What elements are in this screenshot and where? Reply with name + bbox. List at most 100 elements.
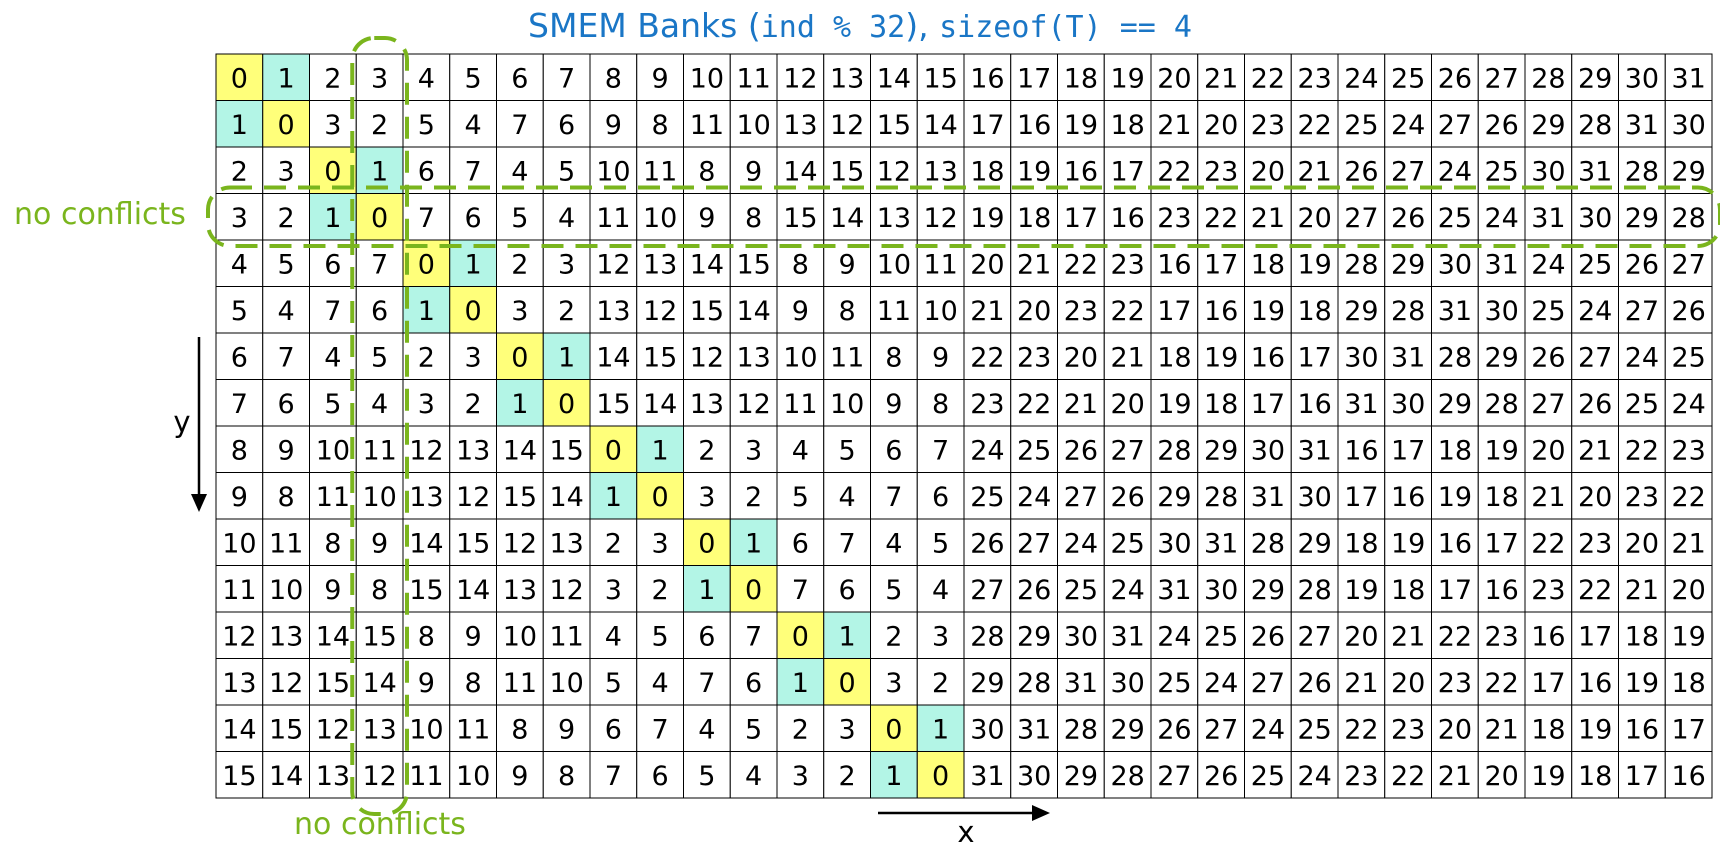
bank-cell: 10 bbox=[355, 472, 404, 520]
bank-cell: 8 bbox=[355, 565, 404, 613]
bank-cell-value: 17 bbox=[970, 110, 1004, 141]
bank-cell: 28 bbox=[1244, 518, 1292, 566]
bank-cell: 0 bbox=[729, 565, 778, 613]
bank-cell-value: 31 bbox=[1531, 203, 1565, 234]
bank-cell-value: 22 bbox=[1017, 389, 1051, 420]
row-no-conflicts-label: no conflicts bbox=[14, 197, 186, 232]
bank-cell-value: 28 bbox=[1110, 761, 1144, 792]
bank-cell: 28 bbox=[1477, 379, 1526, 427]
bank-cell: 6 bbox=[215, 332, 264, 380]
bank-cell-value: 24 bbox=[1484, 203, 1518, 234]
bank-cell: 20 bbox=[1477, 751, 1526, 799]
bank-cell: 30 bbox=[1010, 751, 1058, 799]
bank-cell: 30 bbox=[1477, 286, 1526, 334]
bank-cell: 9 bbox=[589, 100, 638, 148]
bank-cell-value: 14 bbox=[830, 203, 864, 234]
bank-cell: 5 bbox=[589, 658, 638, 706]
bank-cell-value: 24 bbox=[1438, 156, 1472, 187]
bank-cell-value: 24 bbox=[970, 435, 1004, 466]
bank-cell-value: 22 bbox=[1578, 575, 1612, 606]
bank-cell-value: 31 bbox=[1671, 63, 1705, 94]
bank-cell-value: 23 bbox=[1625, 482, 1659, 513]
bank-cell: 25 bbox=[1010, 425, 1058, 473]
bank-cell: 19 bbox=[1384, 518, 1432, 566]
bank-cell: 11 bbox=[262, 518, 310, 566]
bank-cell-value: 16 bbox=[1625, 714, 1659, 745]
bank-cell-value: 8 bbox=[558, 761, 575, 792]
bank-cell: 24 bbox=[1618, 332, 1666, 380]
bank-cell: 9 bbox=[309, 565, 357, 613]
bank-cell-value: 14 bbox=[690, 249, 724, 280]
bank-cell: 12 bbox=[916, 193, 965, 241]
bank-cell: 17 bbox=[1337, 472, 1386, 520]
bank-cell: 28 bbox=[1010, 658, 1058, 706]
bank-cell-value: 12 bbox=[409, 435, 443, 466]
bank-cell: 2 bbox=[589, 518, 638, 566]
bank-cell: 23 bbox=[1524, 565, 1573, 613]
bank-cell-value: 25 bbox=[1344, 110, 1378, 141]
bank-cell-value: 26 bbox=[1391, 203, 1425, 234]
column-no-conflicts-outline bbox=[350, 36, 409, 816]
bank-cell-value: 3 bbox=[792, 761, 809, 792]
bank-cell: 18 bbox=[1618, 611, 1666, 659]
bank-cell-value: 18 bbox=[970, 156, 1004, 187]
bank-cell: 31 bbox=[1010, 704, 1058, 752]
bank-cell: 6 bbox=[683, 611, 731, 659]
bank-cell-value: 15 bbox=[643, 342, 677, 373]
bank-cell-value: 23 bbox=[1671, 435, 1705, 466]
bank-cell: 13 bbox=[589, 286, 638, 334]
bank-cell-value: 25 bbox=[1251, 761, 1285, 792]
bank-cell-value: 29 bbox=[1438, 389, 1472, 420]
bank-cell-value: 8 bbox=[418, 621, 435, 652]
bank-cell-value: 5 bbox=[885, 575, 902, 606]
bank-cell: 5 bbox=[496, 193, 544, 241]
bank-cell: 23 bbox=[1431, 658, 1479, 706]
bank-cell: 10 bbox=[309, 425, 357, 473]
bank-cell-value: 9 bbox=[745, 156, 762, 187]
bank-cell: 30 bbox=[1057, 611, 1105, 659]
bank-cell: 21 bbox=[1010, 239, 1058, 287]
bank-cell-value: 19 bbox=[970, 203, 1004, 234]
bank-cell: 31 bbox=[1337, 379, 1386, 427]
bank-cell: 4 bbox=[542, 193, 591, 241]
bank-cell: 21 bbox=[1150, 100, 1199, 148]
bank-cell-value: 7 bbox=[418, 203, 435, 234]
bank-cell-value: 31 bbox=[1391, 342, 1425, 373]
bank-cell: 7 bbox=[870, 472, 918, 520]
bank-cell-value: 19 bbox=[1344, 575, 1378, 606]
bank-cell: 19 bbox=[1571, 704, 1619, 752]
bank-cell: 30 bbox=[1664, 100, 1713, 148]
bank-cell: 16 bbox=[1337, 425, 1386, 473]
bank-cell: 13 bbox=[355, 704, 404, 752]
bank-cell: 25 bbox=[1244, 751, 1292, 799]
bank-cell: 15 bbox=[916, 53, 965, 101]
bank-cell-value: 21 bbox=[1578, 435, 1612, 466]
bank-cell-value: 10 bbox=[269, 575, 303, 606]
bank-cell-value: 9 bbox=[324, 575, 341, 606]
bank-cell-value: 31 bbox=[1484, 249, 1518, 280]
bank-cell-value: 19 bbox=[1391, 528, 1425, 559]
bank-cell: 9 bbox=[496, 751, 544, 799]
bank-cell-value: 10 bbox=[736, 110, 770, 141]
bank-cell: 7 bbox=[355, 239, 404, 287]
bank-cell-value: 30 bbox=[1671, 110, 1705, 141]
bank-cell: 9 bbox=[776, 286, 825, 334]
row-no-conflicts-outline bbox=[206, 185, 1720, 248]
bank-cell-value: 23 bbox=[1391, 714, 1425, 745]
bank-cell: 19 bbox=[1057, 100, 1105, 148]
bank-cell-value: 22 bbox=[1297, 110, 1331, 141]
bank-cell: 2 bbox=[309, 53, 357, 101]
bank-cell: 3 bbox=[215, 193, 264, 241]
bank-cell: 23 bbox=[1384, 704, 1432, 752]
bank-cell-value: 22 bbox=[1391, 761, 1425, 792]
bank-cell-value: 15 bbox=[269, 714, 303, 745]
bank-cell-value: 6 bbox=[324, 249, 341, 280]
bank-cell-value: 10 bbox=[877, 249, 911, 280]
bank-cell-value: 14 bbox=[269, 761, 303, 792]
bank-cell: 30 bbox=[963, 704, 1012, 752]
bank-cell-value: 16 bbox=[1251, 342, 1285, 373]
bank-cell: 9 bbox=[402, 658, 451, 706]
bank-cell-value: 17 bbox=[1017, 63, 1051, 94]
bank-cell-value: 13 bbox=[736, 342, 770, 373]
